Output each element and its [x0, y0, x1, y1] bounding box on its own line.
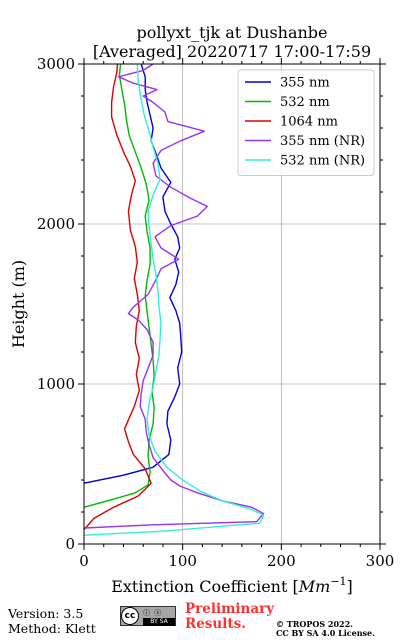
chart-title-line2: [Averaged] 20220717 17:00-17:59 — [93, 42, 371, 61]
series-line — [83, 63, 265, 536]
y-tick-label: 2000 — [37, 215, 75, 233]
method-text: Method: Klett — [8, 621, 96, 636]
y-axis-label: Height (m) — [9, 260, 28, 348]
legend: 355 nm 532 nm 1064 nm 355 nm (NR) 532 nm (NR… — [237, 69, 375, 176]
plot-area-frame — [83, 63, 381, 545]
footer-version-info: Version: 3.5 Method: Klett — [8, 606, 96, 636]
by-sa-icons: ⓘ ⓢ — [143, 609, 163, 617]
y-tick-label: 3000 — [37, 55, 75, 73]
x-tick-label: 0 — [79, 552, 89, 570]
preliminary-line2: Results. — [185, 616, 246, 632]
copyright-line1: © TROPOS 2022. — [276, 619, 353, 629]
legend-label: 532 nm — [280, 95, 330, 110]
x-tick-label: 100 — [168, 552, 197, 570]
chart-title-line1: pollyxt_tjk at Dushanbe — [136, 23, 327, 42]
series-line — [83, 63, 155, 508]
copyright-notice: © TROPOS 2022. CC BY SA 4.0 License. — [276, 620, 375, 638]
legend-label: 355 nm — [280, 76, 330, 91]
cc-icon: cc — [121, 607, 139, 625]
legend-label: 1064 nm — [280, 115, 338, 130]
x-axis-label: Extinction Coefficient [Mm−1] — [111, 575, 353, 596]
cc-license-badge: cc ⓘ ⓢ BY SA — [120, 606, 176, 626]
series-line — [83, 63, 265, 529]
legend-box — [237, 69, 375, 176]
preliminary-line1: Preliminary — [185, 601, 275, 617]
y-tick-label: 1000 — [37, 375, 75, 393]
legend-label: 532 nm (NR) — [280, 154, 365, 169]
y-tick-label: 0 — [65, 535, 75, 553]
extinction-profile-chart: pollyxt_tjk at Dushanbe [Averaged] 20220… — [9, 23, 395, 596]
series-line — [83, 63, 183, 484]
copyright-line2: CC BY SA 4.0 License. — [276, 628, 375, 638]
version-text: Version: 3.5 — [8, 606, 84, 621]
cc-badge-text: BY SA — [143, 618, 175, 626]
series-lines — [83, 63, 265, 536]
legend-label: 355 nm (NR) — [280, 134, 365, 149]
series-line — [83, 63, 152, 531]
x-tick-label: 200 — [267, 552, 296, 570]
x-tick-label: 300 — [366, 552, 395, 570]
preliminary-results-notice: Preliminary Results. — [185, 602, 274, 632]
